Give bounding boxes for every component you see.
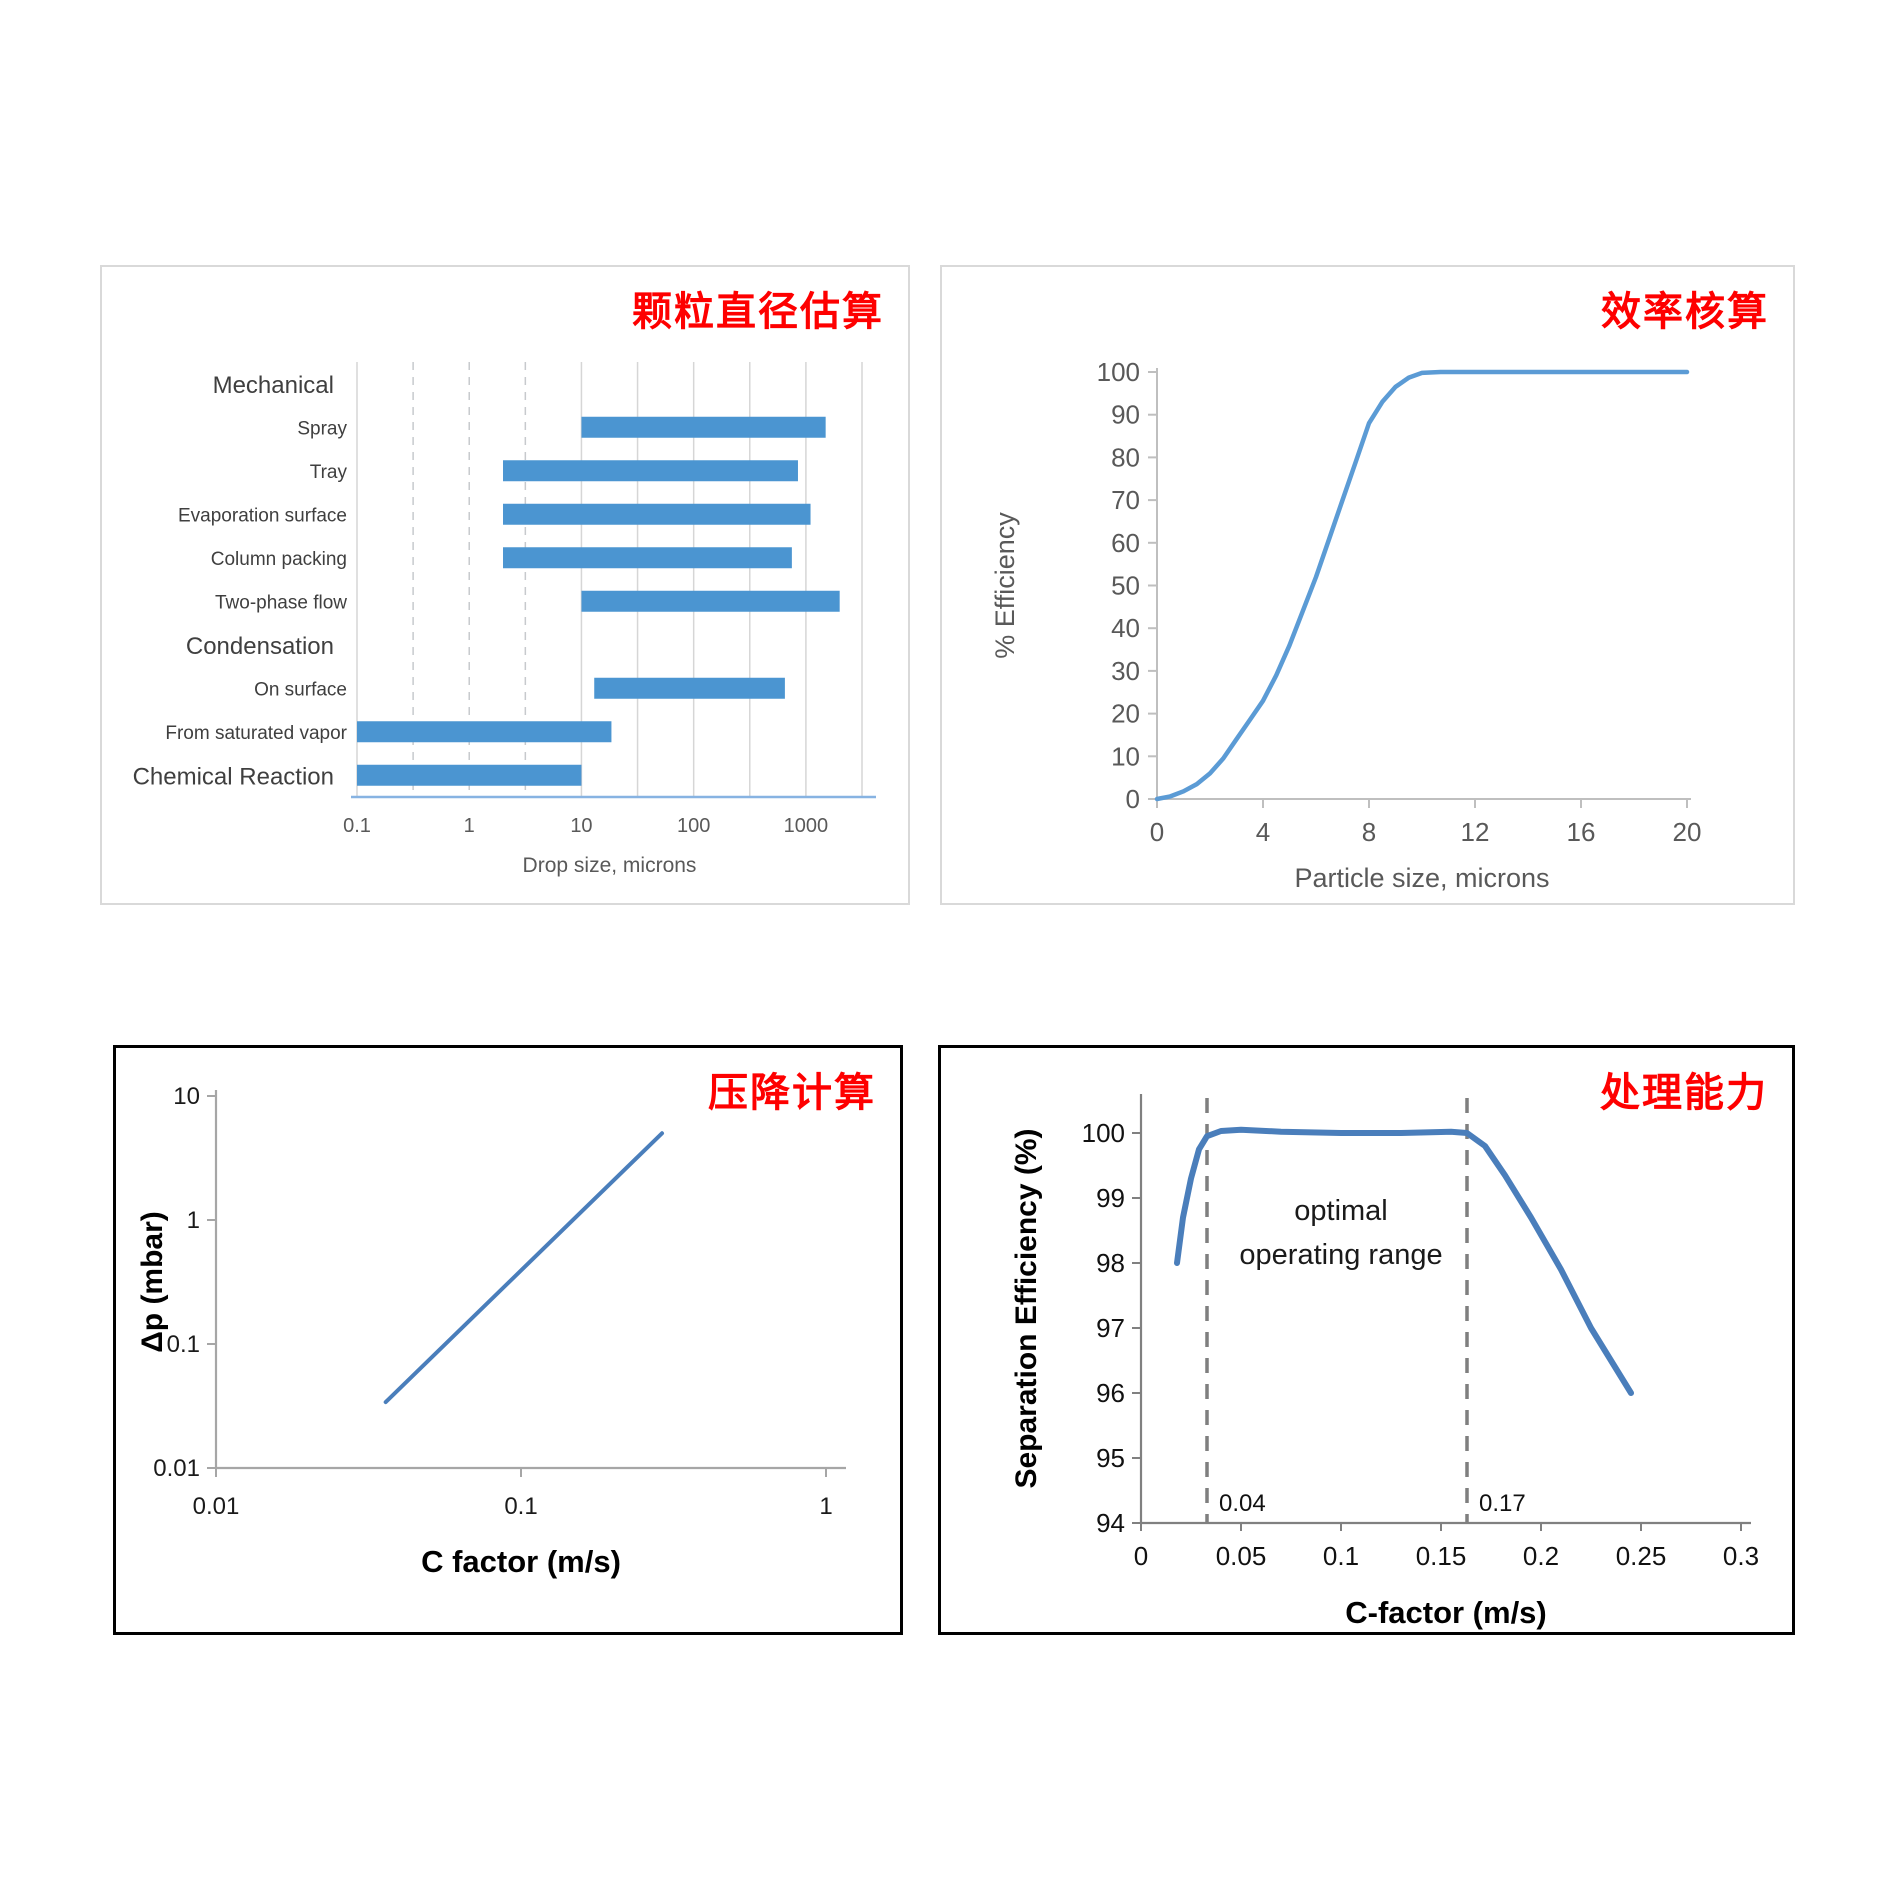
x-tick-label: 16	[1567, 817, 1596, 847]
row-label: Column packing	[211, 549, 347, 570]
x-tick-label: 20	[1673, 817, 1702, 847]
chart-efficiency: 效率核算 0 10 20 30 40 50 60 70 80 90 100 0 4 8 12 16 20 % Ef…	[940, 265, 1795, 905]
y-tick-label: 10	[173, 1083, 200, 1110]
y-tick-label: 98	[1096, 1248, 1125, 1278]
x-tick-label: 0	[1150, 817, 1164, 847]
y-tick-label: 95	[1096, 1443, 1125, 1473]
row-label: Tray	[310, 462, 348, 483]
bar	[357, 721, 612, 743]
annotation-text: operating range	[1239, 1239, 1442, 1271]
y-tick-label: 20	[1111, 699, 1140, 729]
chart-title-drop-size: 颗粒直径估算	[632, 290, 884, 334]
bar	[594, 677, 785, 699]
capacity-plot: 94 95 96 97 98 99 100 0 0.05 0.1 0.15 0.2 0.25 0.3 0.0…	[1010, 1094, 1759, 1630]
x-tick-label: 1000	[784, 815, 829, 837]
efficiency-plot: 0 10 20 30 40 50 60 70 80 90 100 0 4 8 12 16 20 % Efficie…	[990, 357, 1702, 893]
row-label: Spray	[297, 418, 347, 439]
y-tick-label: 0.1	[167, 1331, 200, 1358]
x-tick-label: 4	[1256, 817, 1270, 847]
y-tick-label: 100	[1097, 357, 1140, 387]
x-tick-label: 8	[1362, 817, 1376, 847]
x-tick-label: 0.15	[1416, 1541, 1467, 1571]
x-tick-label: 0.01	[193, 1493, 240, 1520]
x-axis-title: C factor (m/s)	[421, 1544, 621, 1579]
x-tick-label: 100	[677, 815, 710, 837]
bar	[503, 547, 792, 569]
x-tick-label: 1	[819, 1493, 832, 1520]
x-tick-label: 0.1	[343, 815, 371, 837]
y-tick-label: 0	[1126, 784, 1140, 814]
row-label: From saturated vapor	[165, 723, 347, 744]
y-tick-label: 70	[1111, 485, 1140, 515]
bar	[357, 764, 582, 786]
pressure-drop-line	[383, 1131, 664, 1405]
y-tick-label: 40	[1111, 613, 1140, 643]
bar	[503, 460, 798, 482]
x-tick-label: 0.1	[1323, 1541, 1359, 1571]
x-tick-label: 0.1	[504, 1493, 537, 1520]
x-axis-title: Drop size, microns	[523, 854, 697, 877]
chart-title-efficiency: 效率核算	[1601, 290, 1769, 334]
x-tick-label: 0	[1134, 1541, 1148, 1571]
x-axis-title: Particle size, microns	[1294, 863, 1549, 893]
y-tick-label: 60	[1111, 528, 1140, 558]
y-tick-label: 0.01	[153, 1455, 200, 1482]
pressure-drop-plot: 10 1 0.1 0.01 0.01 0.1 1 Δp (mbar) C factor (m/s…	[136, 1083, 846, 1579]
row-label: Chemical Reaction	[133, 763, 334, 790]
y-tick-label: 1	[187, 1207, 200, 1234]
y-axis-title: Δp (mbar)	[136, 1211, 169, 1353]
chart-drop-size: 颗粒直径估算 Mechanical Spray Tray Evaporation su…	[100, 265, 910, 905]
y-tick-label: 99	[1096, 1183, 1125, 1213]
x-tick-label: 0.25	[1616, 1541, 1667, 1571]
chart-title-pressure-drop: 压降计算	[708, 1071, 876, 1115]
row-label: Mechanical	[213, 372, 334, 399]
y-tick-label: 96	[1096, 1378, 1125, 1408]
x-tick-label: 1	[464, 815, 475, 837]
y-tick-label: 94	[1096, 1508, 1125, 1538]
chart-pressure-drop: 压降计算 10 1 0.1 0.01 0.01 0.1 1 Δp (mbar) C factor…	[113, 1045, 903, 1635]
threshold-label: 0.17	[1479, 1490, 1526, 1517]
x-tick-label: 10	[570, 815, 592, 837]
chart-capacity: 处理能力 94 95 96 97 98 99 100 0 0.05 0.1 0.15 0.2 0.25 0…	[938, 1045, 1795, 1635]
efficiency-curve	[1154, 369, 1690, 802]
x-tick-label: 12	[1461, 817, 1490, 847]
separation-efficiency-curve	[1174, 1126, 1634, 1396]
threshold-label: 0.04	[1219, 1490, 1266, 1517]
annotation-text: optimal	[1294, 1195, 1388, 1227]
y-axis-title: % Efficiency	[990, 512, 1020, 659]
x-axis-title: C-factor (m/s)	[1345, 1595, 1547, 1630]
row-label: Evaporation surface	[178, 505, 347, 526]
chart-title-capacity: 处理能力	[1600, 1071, 1768, 1115]
y-tick-label: 50	[1111, 571, 1140, 601]
y-tick-label: 100	[1082, 1118, 1125, 1148]
bar	[503, 503, 811, 525]
y-tick-label: 90	[1111, 400, 1140, 430]
row-label: Condensation	[186, 633, 334, 660]
y-tick-label: 10	[1111, 741, 1140, 771]
drop-size-plot: Mechanical Spray Tray Evaporation surface Co…	[133, 362, 876, 877]
y-tick-label: 80	[1111, 442, 1140, 472]
x-tick-label: 0.3	[1723, 1541, 1759, 1571]
y-tick-label: 30	[1111, 656, 1140, 686]
y-axis-title: Separation Efficiency (%)	[1010, 1128, 1043, 1488]
row-label: Two-phase flow	[215, 592, 347, 613]
y-tick-label: 97	[1096, 1313, 1125, 1343]
x-tick-label: 0.05	[1216, 1541, 1267, 1571]
bar	[581, 590, 840, 612]
x-tick-label: 0.2	[1523, 1541, 1559, 1571]
bar	[581, 416, 826, 438]
row-label: On surface	[254, 679, 347, 700]
